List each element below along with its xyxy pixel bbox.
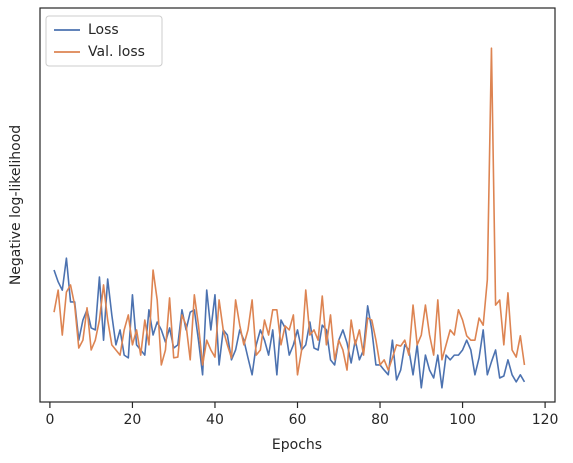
x-tick-label: 60 (289, 412, 307, 428)
legend-label: Loss (88, 22, 119, 38)
x-tick-label: 20 (124, 412, 142, 428)
x-tick-label: 120 (532, 412, 559, 428)
x-tick-label: 0 (45, 412, 54, 428)
lines (53, 47, 526, 389)
series-line (53, 257, 526, 389)
x-axis-label: Epochs (272, 437, 322, 453)
legend-label: Val. loss (88, 44, 145, 60)
legend-box (45, 15, 163, 67)
x-tick-label: 100 (449, 412, 476, 428)
legend: Loss Val. loss (45, 15, 163, 67)
x-tick-label: 80 (371, 412, 389, 428)
series-line (53, 47, 526, 376)
y-axis-label: Negative log-likelihood (8, 125, 24, 285)
x-tick-label: 40 (206, 412, 224, 428)
